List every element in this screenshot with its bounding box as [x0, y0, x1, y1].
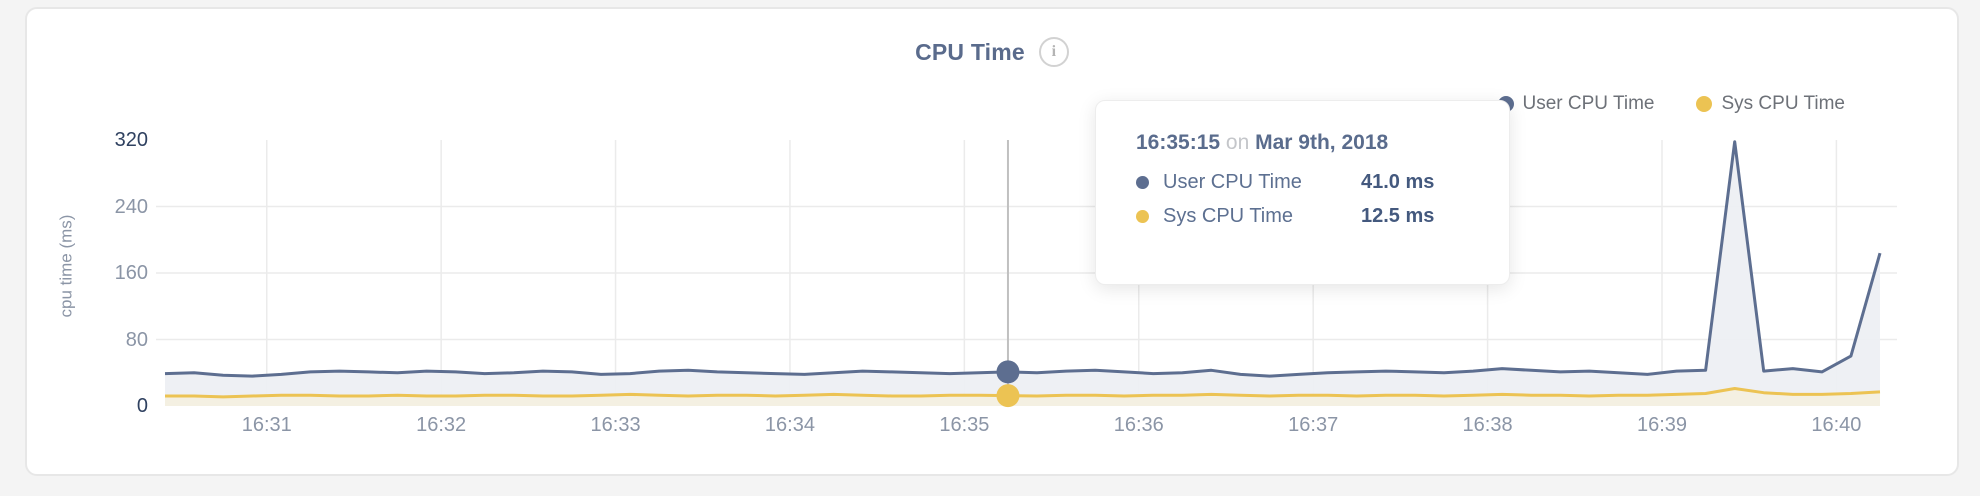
chart-title: CPU Time: [915, 38, 1025, 65]
info-icon-glyph: i: [1051, 43, 1057, 60]
x-axis-label-16:33: 16:33: [590, 414, 641, 436]
legend-item-sys-cpu-time[interactable]: Sys CPU Time: [1696, 93, 1845, 115]
x-axis-label-16:38: 16:38: [1462, 414, 1513, 436]
tooltip-label-user: User CPU Time: [1163, 171, 1302, 193]
x-axis-label-16:34: 16:34: [764, 414, 815, 436]
legend: User CPU Time Sys CPU Time: [1497, 93, 1845, 115]
legend-item-user-cpu-time[interactable]: User CPU Time: [1497, 93, 1655, 115]
x-axis-label-16:39: 16:39: [1636, 414, 1688, 436]
y-axis-label-160: 160: [114, 262, 148, 284]
sys-cpu-line: [165, 387, 1881, 399]
tooltip-time: 16:35:15: [1136, 131, 1221, 154]
highlight-dot-user: [996, 360, 1020, 384]
user-cpu-area: [165, 141, 1880, 406]
x-axis-label-16:36: 16:36: [1113, 414, 1164, 436]
y-axis-label-320: 320: [114, 129, 148, 151]
tooltip-date: Mar 9th, 2018: [1255, 131, 1389, 154]
tooltip-row-user: User CPU Time 41.0 ms: [1136, 171, 1473, 194]
y-axis-title: cpu time (ms): [56, 214, 76, 318]
legend-dot-sys: [1696, 96, 1713, 112]
chart-header: CPU Time i: [27, 37, 1957, 67]
tooltip-dot-sys: [1136, 210, 1149, 223]
legend-label-user: User CPU Time: [1522, 93, 1655, 114]
tooltip-row-sys: Sys CPU Time 12.5 ms: [1136, 205, 1473, 228]
y-axis-label-80: 80: [125, 328, 148, 351]
tooltip-dot-user: [1136, 176, 1149, 189]
y-axis-label-240: 240: [114, 195, 148, 218]
x-axis-label-16:35: 16:35: [939, 414, 990, 436]
legend-label-sys: Sys CPU Time: [1721, 93, 1845, 114]
user-cpu-line: [164, 140, 1882, 378]
tooltip-value-user: 41.0 ms: [1361, 171, 1435, 193]
x-axis-label-16:40: 16:40: [1811, 414, 1862, 436]
x-axis-label-16:37: 16:37: [1288, 414, 1339, 436]
tooltip-value-sys: 12.5 ms: [1361, 205, 1435, 227]
tooltip-conjunction: on: [1225, 131, 1250, 154]
highlight-dot-sys: [996, 384, 1020, 408]
info-icon[interactable]: i: [1038, 37, 1069, 67]
x-axis-label-16:32: 16:32: [416, 414, 467, 436]
x-axis-label-16:31: 16:31: [241, 414, 292, 436]
tooltip-header: 16:35:15 on Mar 9th, 2018: [1136, 131, 1473, 155]
chart-tooltip: 16:35:15 on Mar 9th, 2018 User CPU Time …: [1095, 100, 1510, 285]
tooltip-label-sys: Sys CPU Time: [1163, 205, 1294, 227]
y-axis-label-0: 0: [136, 395, 148, 417]
